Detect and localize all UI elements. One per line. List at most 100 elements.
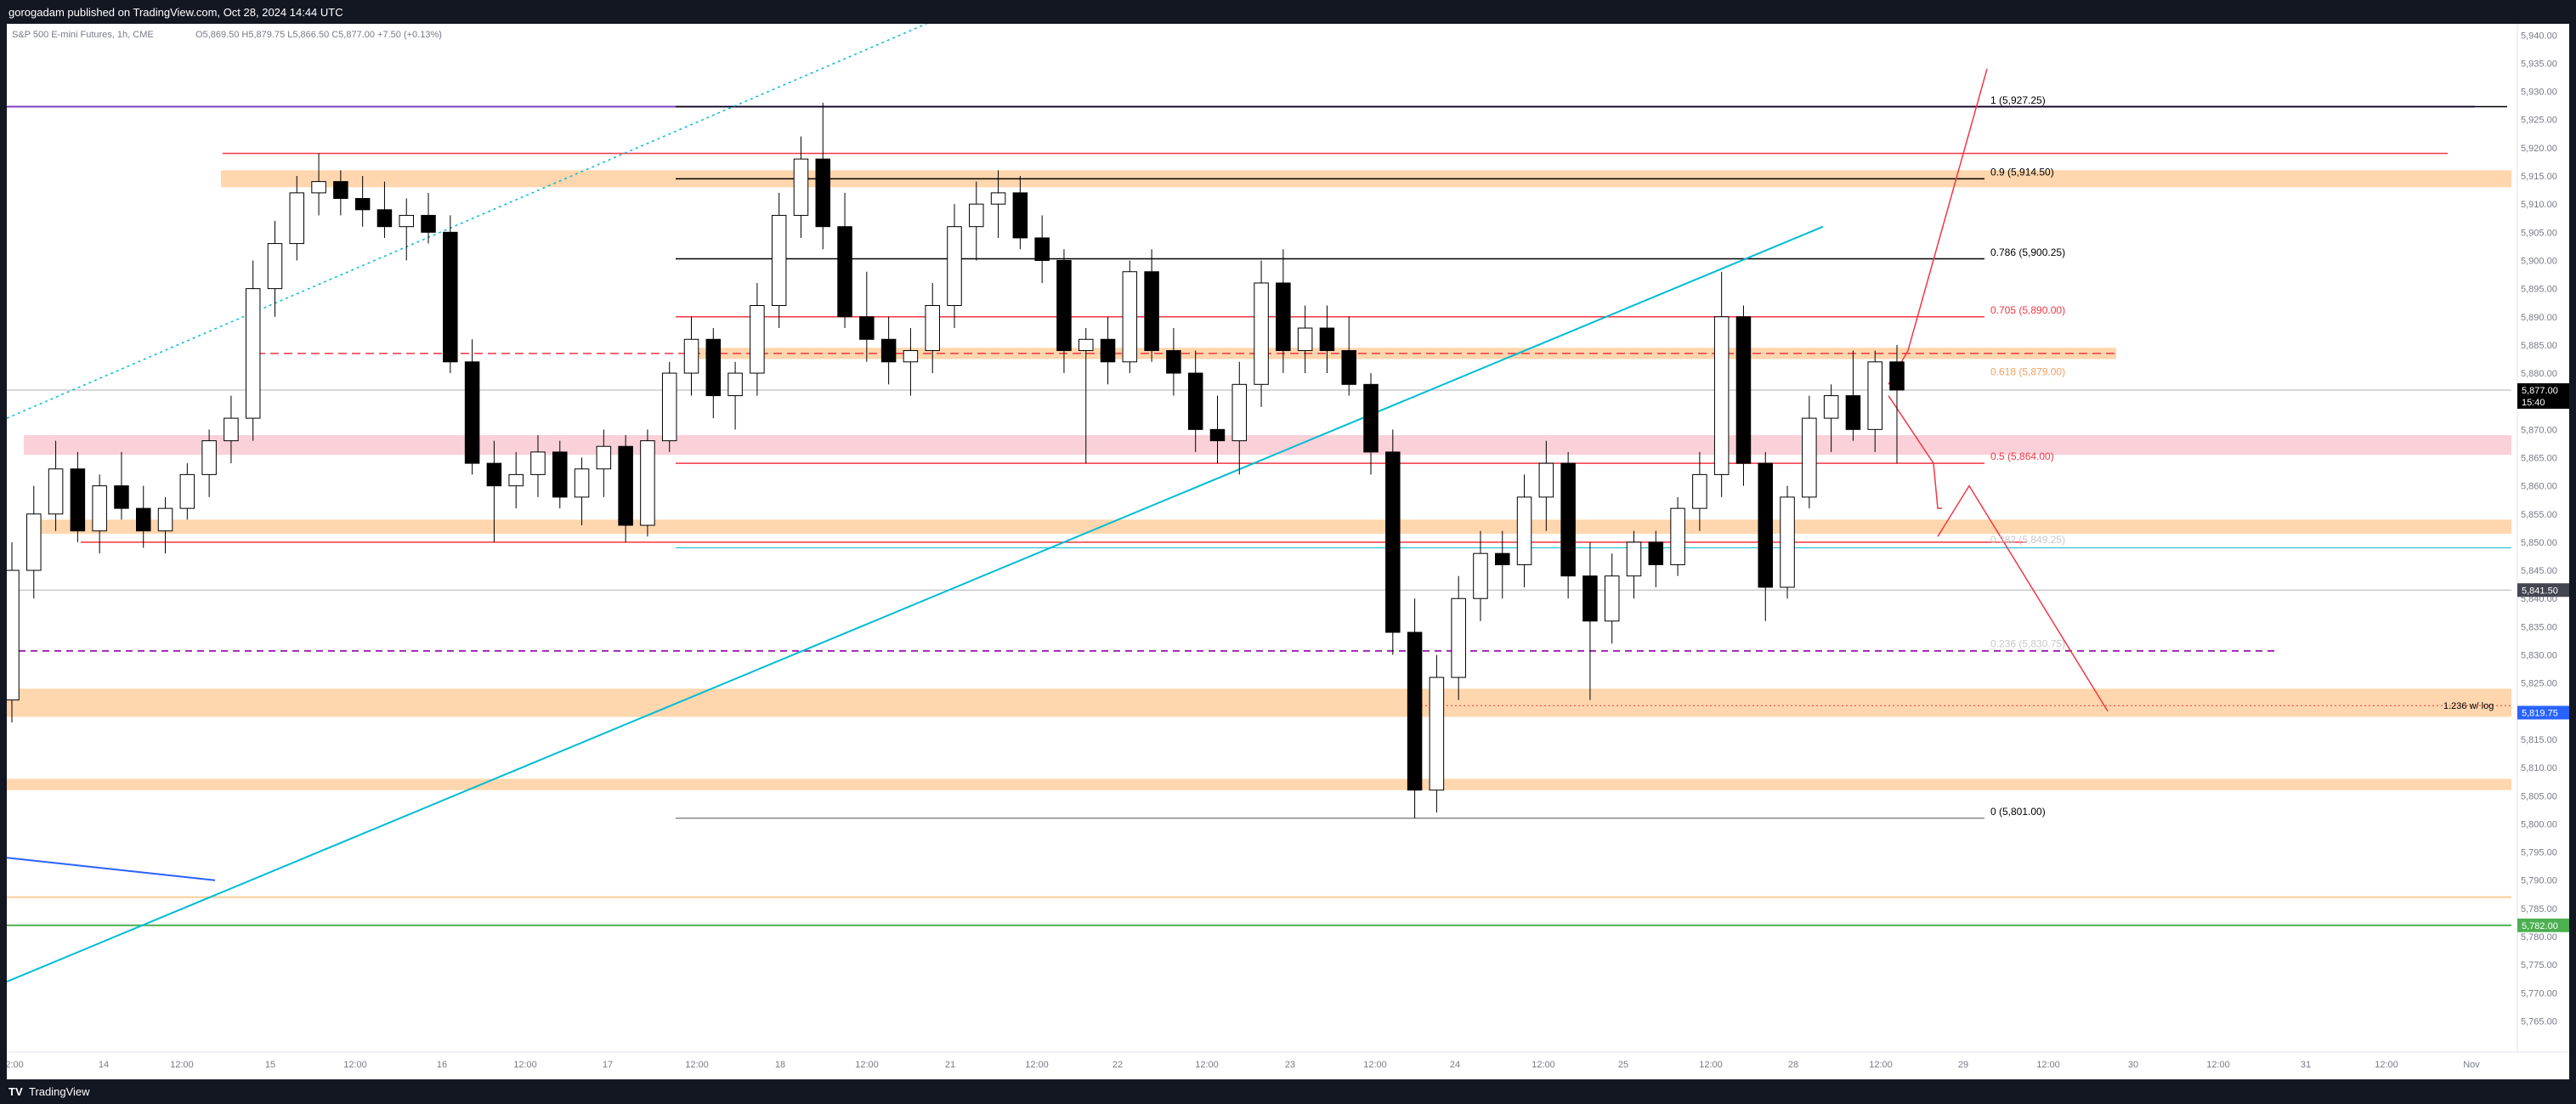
price-tag-bg-0 bbox=[2517, 382, 2569, 409]
projection-down bbox=[1937, 484, 2109, 712]
candle-body-36 bbox=[793, 158, 809, 216]
candle-body-38 bbox=[837, 226, 852, 318]
price-tick-21: 5,835.00 bbox=[2521, 622, 2557, 632]
time-tick-22: 12:00 bbox=[1869, 1060, 1893, 1070]
candle-body-78 bbox=[1713, 316, 1730, 475]
price-tag-2: 5,819.75 bbox=[2522, 708, 2558, 718]
projection-down-start bbox=[1888, 395, 1942, 509]
candle-body-4 bbox=[92, 485, 107, 532]
candle-body-46 bbox=[1012, 192, 1028, 239]
price-tick-27: 5,805.00 bbox=[2521, 791, 2557, 801]
candle-body-79 bbox=[1735, 316, 1752, 464]
price-tick-1: 5,935.00 bbox=[2521, 59, 2557, 69]
fib-label-0: 1 (5,927.25) bbox=[1990, 94, 2046, 106]
candle-body-33 bbox=[728, 372, 743, 397]
price-tick-7: 5,905.00 bbox=[2521, 228, 2557, 238]
price-tick-12: 5,880.00 bbox=[2521, 369, 2557, 379]
price-tick-4: 5,920.00 bbox=[2521, 144, 2557, 154]
candle-body-11 bbox=[245, 288, 261, 419]
price-chart[interactable]: 1 (5,927.25) 0.9 (5,914.50) 0.786 (5,900.2… bbox=[0, 24, 2576, 1079]
time-tick-24: 12:00 bbox=[2036, 1060, 2060, 1070]
candle-body-71 bbox=[1560, 462, 1576, 577]
time-tick-28: 12:00 bbox=[2375, 1060, 2398, 1070]
price-tick-30: 5,790.00 bbox=[2521, 876, 2557, 886]
zone-band-2 bbox=[24, 434, 2511, 456]
price-tick-10: 5,890.00 bbox=[2521, 313, 2557, 323]
candle-body-51 bbox=[1122, 271, 1138, 363]
candle-body-70 bbox=[1538, 462, 1554, 498]
candle-body-81 bbox=[1780, 496, 1795, 588]
candle-body-3 bbox=[70, 468, 86, 532]
candle-body-69 bbox=[1516, 496, 1532, 565]
candle-body-19 bbox=[421, 214, 436, 233]
candles-layer bbox=[4, 102, 1905, 818]
candle-body-80 bbox=[1758, 462, 1774, 588]
time-tick-4: 12:00 bbox=[343, 1060, 367, 1070]
time-tick-27: 31 bbox=[2301, 1060, 2311, 1070]
left-edge bbox=[0, 24, 7, 1079]
time-tick-17: 24 bbox=[1450, 1060, 1460, 1070]
candle-body-86 bbox=[1889, 361, 1905, 391]
tradingview-logo-icon[interactable]: TV bbox=[8, 1085, 23, 1098]
price-tick-0: 5,940.00 bbox=[2521, 31, 2557, 41]
candle-body-18 bbox=[399, 214, 414, 228]
candle-body-74 bbox=[1626, 541, 1642, 577]
candle-body-43 bbox=[947, 226, 962, 306]
candle-body-2 bbox=[48, 468, 64, 515]
candle-body-63 bbox=[1385, 451, 1401, 633]
time-tick-29: Nov bbox=[2463, 1060, 2480, 1070]
price-tick-15: 5,865.00 bbox=[2521, 453, 2557, 463]
tradingview-brand[interactable]: TradingView bbox=[29, 1085, 90, 1098]
fib-label-6: 0.382 (5,849.25) bbox=[1990, 534, 2065, 546]
fib-label-2: 0.786 (5,900.25) bbox=[1990, 246, 2065, 258]
time-tick-8: 12:00 bbox=[685, 1060, 709, 1070]
zone-band-5 bbox=[7, 778, 2511, 790]
candle-body-55 bbox=[1209, 428, 1226, 442]
candle-body-15 bbox=[333, 181, 348, 200]
candle-body-64 bbox=[1407, 631, 1423, 791]
candle-body-17 bbox=[376, 209, 393, 228]
price-tick-26: 5,810.00 bbox=[2521, 763, 2557, 773]
price-tick-8: 5,900.00 bbox=[2521, 256, 2557, 266]
trendline-rising bbox=[6, 225, 1824, 982]
candle-body-61 bbox=[1341, 350, 1356, 385]
price-tick-18: 5,850.00 bbox=[2521, 538, 2557, 548]
time-tick-2: 12:00 bbox=[170, 1060, 194, 1070]
right-edge bbox=[2569, 24, 2576, 1079]
fib-label-1: 0.9 (5,914.50) bbox=[1990, 166, 2054, 178]
candle-body-28 bbox=[618, 445, 633, 526]
symbol-title: S&P 500 E-mini Futures, 1h, CME bbox=[12, 30, 154, 40]
price-tick-25: 5,815.00 bbox=[2521, 735, 2557, 745]
candle-body-56 bbox=[1231, 383, 1248, 442]
candle-body-24 bbox=[530, 451, 546, 475]
candle-body-8 bbox=[179, 473, 195, 509]
candle-body-5 bbox=[114, 485, 129, 509]
candle-body-65 bbox=[1429, 677, 1445, 791]
candle-body-22 bbox=[486, 462, 502, 487]
candle-body-75 bbox=[1648, 541, 1664, 565]
price-tick-32: 5,780.00 bbox=[2521, 932, 2557, 943]
candle-body-45 bbox=[990, 192, 1006, 205]
price-tick-29: 5,795.00 bbox=[2521, 848, 2557, 858]
price-tick-31: 5,785.00 bbox=[2521, 904, 2557, 914]
candle-body-73 bbox=[1604, 575, 1620, 622]
time-tick-16: 12:00 bbox=[1363, 1060, 1387, 1070]
candle-body-57 bbox=[1254, 282, 1269, 385]
fib-label-8: 0 (5,801.00) bbox=[1990, 806, 2046, 818]
time-tick-21: 28 bbox=[1788, 1060, 1798, 1070]
candle-body-13 bbox=[289, 192, 305, 245]
price-tag-bg-1 bbox=[2517, 583, 2569, 597]
candle-body-67 bbox=[1473, 552, 1488, 599]
candle-body-29 bbox=[640, 440, 655, 526]
time-tick-19: 25 bbox=[1618, 1060, 1628, 1070]
price-tag-1: 5,841.50 bbox=[2522, 586, 2558, 596]
candle-body-27 bbox=[596, 445, 612, 470]
projection-up bbox=[1888, 68, 1988, 385]
price-tick-9: 5,895.00 bbox=[2521, 285, 2557, 295]
candle-body-14 bbox=[311, 181, 326, 194]
price-tag-3: 5,782.00 bbox=[2522, 921, 2558, 931]
candle-body-83 bbox=[1823, 395, 1839, 419]
time-tick-3: 15 bbox=[265, 1060, 275, 1070]
time-tick-25: 30 bbox=[2128, 1060, 2138, 1070]
price-tag-time-0: 15:40 bbox=[2522, 398, 2545, 408]
